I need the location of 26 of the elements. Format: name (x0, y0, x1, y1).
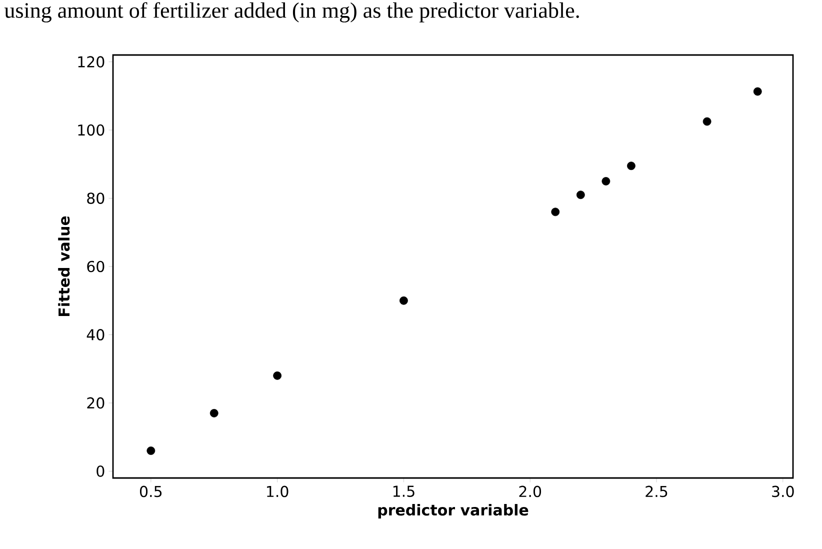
x-tick-label: 1.5 (393, 486, 414, 497)
y-tick-label: 0 (96, 466, 104, 477)
y-tick-label: 60 (87, 260, 104, 272)
point (576, 190, 585, 200)
x-axis-title: predictor variable (378, 504, 528, 519)
point (400, 296, 408, 305)
point (210, 408, 218, 418)
y-tick-label: 120 (78, 56, 104, 68)
point (753, 87, 762, 96)
x-tick-label: 3.0 (772, 486, 794, 498)
x-tick-label: 1.0 (267, 486, 288, 498)
text: using amount of fertilizer added (in mg) as the predictor variable. (4, 2, 579, 22)
y-tick-label: 40 (86, 329, 104, 340)
point (627, 162, 636, 170)
x-tick-label: 2.0 (519, 486, 542, 498)
x-tick-label: 0.5 (140, 486, 162, 498)
x-tick-label: 2.5 (646, 486, 668, 498)
y-tick-label: 100 (78, 124, 104, 136)
point (602, 177, 610, 186)
point (551, 208, 560, 216)
point (273, 371, 282, 380)
y-tick-label: 80 (87, 192, 104, 204)
point (146, 446, 156, 455)
point (702, 117, 712, 126)
y-tick-label: 20 (87, 397, 104, 409)
y-axis-title: Fitted value (58, 216, 70, 316)
